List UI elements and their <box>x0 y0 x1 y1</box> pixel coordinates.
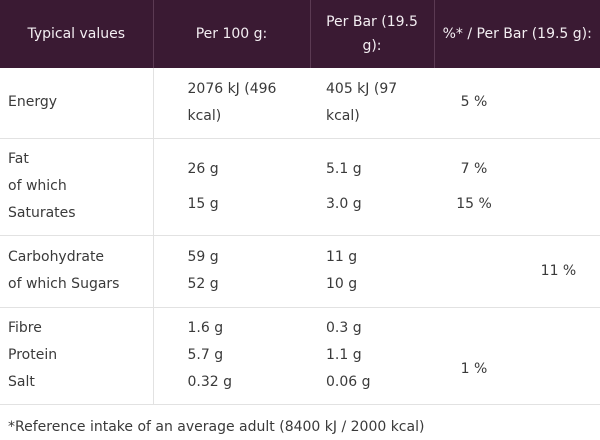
saturates-percent: 15 % <box>456 195 492 212</box>
energy-per-100g: 2076 kJ (496 kcal) <box>153 68 310 139</box>
labels-fibre-protein-salt: Fibre Protein Salt <box>0 307 154 405</box>
energy-per-bar: 405 kJ (97 kcal) <box>310 68 434 139</box>
carbohydrate-per-100g: 59 g <box>187 249 219 265</box>
sugars-per-100g: 52 g <box>187 276 219 292</box>
labels-carbohydrate: Carbohydrate of which Sugars <box>0 235 154 308</box>
fibre-percent-empty <box>434 329 514 356</box>
protein-per-100g: 5.7 g <box>187 347 224 363</box>
sugars-per-bar: 10 g <box>326 276 358 292</box>
salt-per-100g: 0.32 g <box>187 374 233 390</box>
fat-percent-cell: 7 % 15 % <box>434 138 600 236</box>
fat-per-bar-cell: 5.1 g 3.0 g <box>310 138 434 236</box>
carbohydrate-percent-empty <box>434 258 514 285</box>
fat-percent: 7 % <box>460 160 488 177</box>
fat-per-100g-cell: 26 g 15 g <box>153 138 310 236</box>
saturates-per-bar: 3.0 g <box>326 195 362 212</box>
fibre-per-100g: 1.6 g <box>187 320 224 336</box>
carbohydrate-per-bar: 11 g <box>326 249 358 265</box>
table-body: Energy 2076 kJ (496 kcal) 405 kJ (97 kca… <box>0 68 600 405</box>
salt-percent: 1 % <box>460 360 488 377</box>
label-fibre: Fibre <box>8 320 42 336</box>
misc-per-bar-cell: 0.3 g 1.1 g 0.06 g <box>310 307 434 405</box>
table-header: Typical values Per 100 g: Per Bar (19.5 … <box>0 0 600 68</box>
energy-percent-cell: 5 % <box>434 68 600 139</box>
protein-percent-empty <box>518 329 598 356</box>
table-row-fibre-protein-salt: Fibre Protein Salt 1.6 g 5.7 g 0.32 g 0.… <box>0 307 600 405</box>
misc-per-100g-cell: 1.6 g 5.7 g 0.32 g <box>153 307 310 405</box>
fat-per-bar: 5.1 g <box>326 160 362 177</box>
label-saturates: Saturates <box>8 205 76 221</box>
label-protein: Protein <box>8 347 58 363</box>
table-row-carbohydrate: Carbohydrate of which Sugars 59 g 52 g 1… <box>0 235 600 308</box>
label-of-which-sugars: of which Sugars <box>8 276 120 292</box>
label-energy: Energy <box>0 68 154 139</box>
header-per-100g: Per 100 g: <box>153 0 311 68</box>
protein-per-bar: 1.1 g <box>326 347 362 363</box>
table-row-energy: Energy 2076 kJ (496 kcal) 405 kJ (97 kca… <box>0 68 600 139</box>
saturates-per-100g: 15 g <box>187 195 219 212</box>
label-carbohydrate: Carbohydrate <box>8 249 105 265</box>
table-row-fat: Fat of which Saturates 26 g 15 g 5.1 g 3… <box>0 138 600 236</box>
label-of-which: of which <box>8 178 67 194</box>
carb-percent-cell: 11 % <box>434 235 600 308</box>
header-per-bar: Per Bar (19.5 g): <box>310 0 435 68</box>
label-salt: Salt <box>8 374 35 390</box>
labels-fat: Fat of which Saturates <box>0 138 154 236</box>
label-fat: Fat <box>8 151 29 167</box>
energy-percent: 5 % <box>460 94 488 111</box>
carb-per-bar-cell: 11 g 10 g <box>310 235 434 308</box>
nutrition-table: Typical values Per 100 g: Per Bar (19.5 … <box>0 0 600 405</box>
misc-percent-cell: 1 % <box>434 307 600 405</box>
fat-per-100g: 26 g <box>187 160 219 177</box>
carb-per-100g-cell: 59 g 52 g <box>153 235 310 308</box>
header-typical-values: Typical values <box>0 0 154 68</box>
salt-per-bar: 0.06 g <box>326 374 371 390</box>
sugars-percent: 11 % <box>540 262 577 279</box>
header-percent-per-bar: %* / Per Bar (19.5 g): <box>442 26 592 42</box>
reference-intake-footnote: *Reference intake of an average adult (8… <box>8 419 425 435</box>
fibre-per-bar: 0.3 g <box>326 320 362 336</box>
